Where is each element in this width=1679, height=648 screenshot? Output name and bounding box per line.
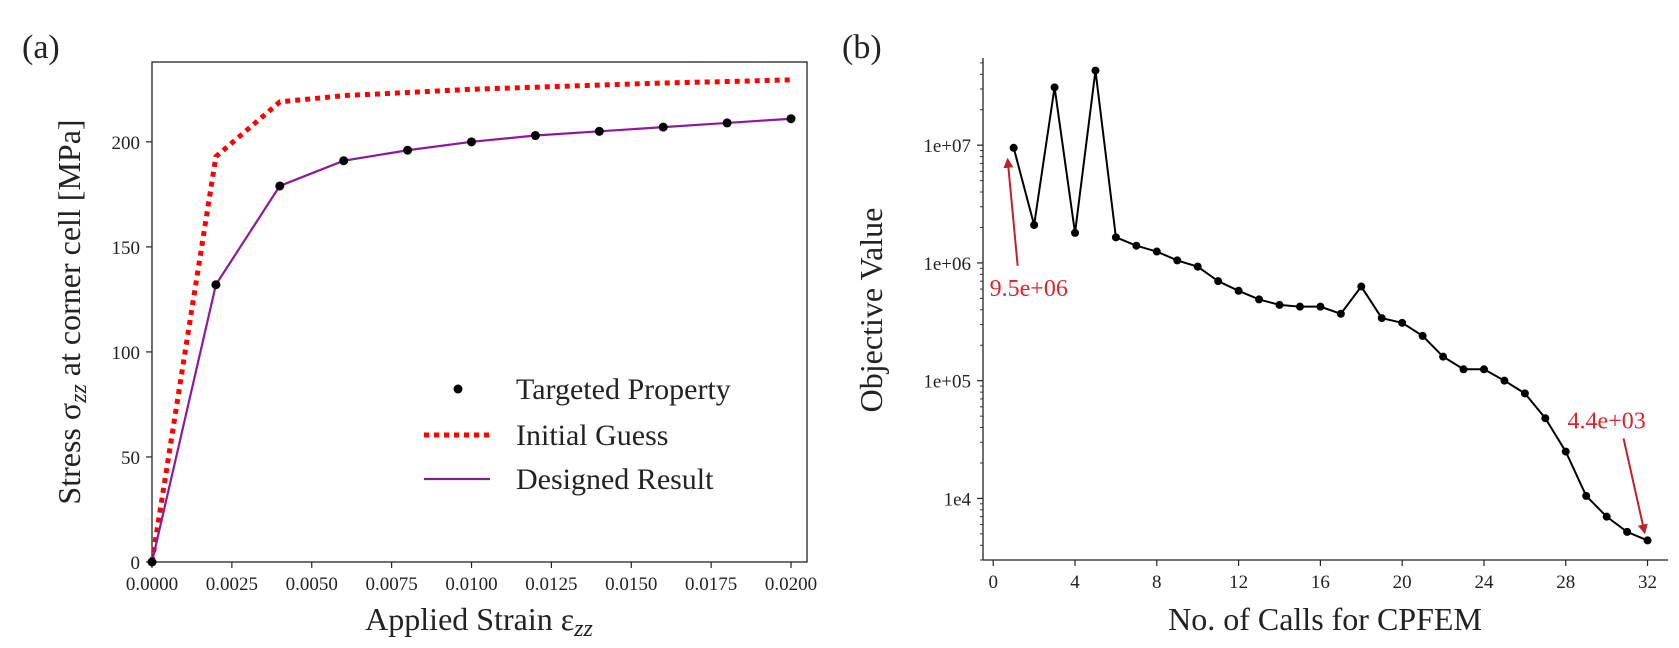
point-objective	[1214, 277, 1223, 286]
legend-label: Initial Guess	[516, 419, 668, 452]
x-axis-label-b: No. of Calls for CPFEM	[1168, 601, 1482, 637]
x-tick-label-b: 8	[1152, 572, 1162, 593]
point-objective	[1357, 282, 1366, 291]
point-objective	[1132, 241, 1141, 250]
point-objective	[1071, 228, 1080, 237]
point-objective	[1418, 331, 1427, 340]
annotation-arrow-start	[1003, 157, 1019, 266]
series-line-objective	[1012, 70, 1648, 542]
point-targeted-property	[147, 557, 157, 567]
point-objective	[1439, 352, 1448, 361]
point-targeted-property	[786, 114, 796, 124]
legend-marker-targeted-property	[453, 384, 463, 394]
legend-a: Targeted Property Initial Guess Designed R…	[424, 373, 731, 496]
point-targeted-property	[594, 126, 604, 136]
point-objective	[1316, 302, 1325, 311]
plot-frame-a	[151, 61, 808, 563]
x-tick-label-a: 0.0150	[605, 574, 657, 595]
point-targeted-property	[658, 122, 668, 132]
x-tick-label-b: 12	[1229, 572, 1248, 593]
point-objective	[1582, 491, 1591, 500]
point-targeted-property	[530, 131, 540, 141]
objective-value-chart: 0 4 8 12 16 20 24 28 32 1e4 1e+05 1e+06 1e+07 9.5e+…	[853, 58, 1668, 637]
point-objective	[1050, 83, 1059, 92]
series-b	[1009, 66, 1652, 545]
x-tick-label-b: 24	[1474, 572, 1494, 593]
x-tick-label-a: 0.0050	[286, 574, 338, 595]
annotation-label-end: 4.4e+03	[1568, 408, 1646, 434]
point-objective	[1193, 262, 1202, 271]
x-tick-label-b: 16	[1311, 572, 1330, 593]
point-objective	[1602, 512, 1611, 521]
point-objective	[1377, 314, 1386, 323]
point-objective	[1173, 256, 1182, 265]
x-tick-label-a: 0.0075	[366, 574, 418, 595]
x-tick-label-a: 0.0175	[685, 574, 737, 595]
point-objective	[1500, 376, 1509, 385]
point-objective	[1030, 220, 1039, 229]
point-objective	[1295, 302, 1304, 311]
x-tick-label-a: 0.0125	[525, 574, 577, 595]
y-axis-label-b: Objective Value	[853, 208, 889, 413]
x-tick-label-a: 0.0025	[206, 574, 258, 595]
point-targeted-property	[467, 137, 477, 147]
annotation-arrow-end	[1622, 438, 1648, 535]
y-tick-label-a: 150	[112, 238, 141, 259]
point-objective	[1234, 286, 1243, 295]
panel-label-a: (a)	[22, 29, 60, 66]
panel-label-b: (b)	[842, 29, 882, 66]
x-tick-label-b: 28	[1556, 572, 1575, 593]
y-ticks-b: 1e4 1e+05 1e+06 1e+07	[923, 62, 983, 561]
point-objective	[1336, 309, 1345, 318]
y-ticks-a: 0 50 100 150 200	[112, 133, 152, 574]
y-tick-label-b: 1e+06	[923, 254, 971, 275]
x-tick-label-b: 20	[1393, 572, 1412, 593]
y-axis-label-a: Stress σzz at corner cell [MPa]	[51, 119, 92, 504]
y-tick-label-b: 1e+05	[923, 372, 971, 393]
y-tick-label-a: 50	[121, 448, 140, 469]
series-a	[147, 77, 796, 567]
point-objective	[1623, 527, 1632, 536]
x-tick-label-a: 0.0100	[445, 574, 497, 595]
y-tick-label-b: 1e4	[944, 489, 972, 510]
point-objective	[1459, 365, 1468, 374]
x-ticks-a: 0.0000 0.0025 0.0050 0.0075 0.0100 0.0125 0.01…	[126, 562, 817, 595]
y-tick-label-b: 1e+07	[923, 136, 971, 157]
point-objective	[1255, 295, 1264, 304]
point-objective	[1520, 389, 1529, 398]
point-targeted-property	[339, 156, 349, 166]
point-targeted-property	[211, 280, 221, 290]
point-targeted-property	[722, 118, 732, 128]
y-tick-label-a: 100	[112, 343, 141, 364]
legend-label: Designed Result	[516, 463, 714, 496]
annotation-label-start: 9.5e+06	[990, 276, 1068, 302]
point-objective	[1643, 536, 1652, 545]
x-axis-label-a: Applied Strain εzz	[365, 601, 593, 642]
annotations-b: 9.5e+06 4.4e+03	[990, 157, 1648, 535]
x-tick-label-a: 0.0200	[765, 574, 817, 595]
stress-strain-chart: 0.0000 0.0025 0.0050 0.0075 0.0100 0.0125 0.01…	[51, 61, 817, 642]
point-objective	[1541, 414, 1550, 423]
y-tick-label-a: 0	[131, 553, 141, 574]
x-tick-label-a: 0.0000	[126, 574, 178, 595]
point-objective	[1111, 233, 1120, 242]
point-objective	[1561, 447, 1570, 456]
x-ticks-b: 0 4 8 12 16 20 24 28 32	[988, 560, 1657, 593]
x-tick-label-b: 4	[1070, 572, 1080, 593]
point-objective	[1009, 143, 1018, 152]
x-tick-label-b: 0	[988, 572, 998, 593]
point-objective	[1152, 247, 1161, 256]
point-objective	[1275, 300, 1284, 309]
legend-label: Targeted Property	[516, 373, 731, 406]
point-objective	[1091, 66, 1100, 75]
point-targeted-property	[403, 145, 413, 155]
point-targeted-property	[275, 181, 285, 191]
y-tick-label-a: 200	[112, 133, 141, 154]
point-objective	[1398, 318, 1407, 327]
point-objective	[1479, 365, 1488, 374]
x-tick-label-b: 32	[1638, 572, 1657, 593]
